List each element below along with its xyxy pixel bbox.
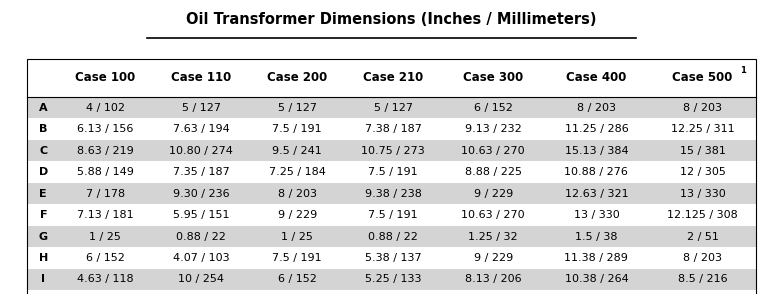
Text: 13 / 330: 13 / 330 bbox=[574, 210, 619, 220]
Text: 8.13 / 206: 8.13 / 206 bbox=[465, 274, 522, 285]
Text: 10.63 / 270: 10.63 / 270 bbox=[461, 210, 525, 220]
Text: 12.25 / 311: 12.25 / 311 bbox=[670, 124, 735, 134]
Bar bbox=[27, 118, 756, 140]
Text: G: G bbox=[39, 231, 48, 242]
Text: 1: 1 bbox=[740, 66, 746, 75]
Text: H: H bbox=[39, 253, 48, 263]
Text: 6 / 152: 6 / 152 bbox=[86, 253, 125, 263]
Text: 10.80 / 274: 10.80 / 274 bbox=[169, 146, 233, 156]
Text: 8.63 / 219: 8.63 / 219 bbox=[77, 146, 133, 156]
Text: Case 100: Case 100 bbox=[75, 71, 136, 84]
Text: 4.07 / 103: 4.07 / 103 bbox=[173, 253, 229, 263]
Text: 4 / 102: 4 / 102 bbox=[86, 103, 125, 113]
Text: 1.25 / 32: 1.25 / 32 bbox=[468, 231, 518, 242]
Text: 2 / 51: 2 / 51 bbox=[687, 231, 718, 242]
Text: 8 / 203: 8 / 203 bbox=[277, 188, 317, 199]
Text: 7.5 / 191: 7.5 / 191 bbox=[368, 210, 418, 220]
Text: 5.38 / 137: 5.38 / 137 bbox=[365, 253, 422, 263]
Text: 9.38 / 238: 9.38 / 238 bbox=[364, 188, 422, 199]
Bar bbox=[27, 183, 756, 204]
Bar bbox=[27, 290, 756, 294]
Text: Case 400: Case 400 bbox=[567, 71, 627, 84]
Text: F: F bbox=[40, 210, 47, 220]
Text: Case 210: Case 210 bbox=[363, 71, 423, 84]
Text: 6.13 / 156: 6.13 / 156 bbox=[77, 124, 133, 134]
Text: 5 / 127: 5 / 127 bbox=[374, 103, 412, 113]
Text: 12.125 / 308: 12.125 / 308 bbox=[667, 210, 738, 220]
Text: 4.63 / 118: 4.63 / 118 bbox=[77, 274, 133, 285]
Text: E: E bbox=[40, 188, 47, 199]
Bar bbox=[27, 97, 756, 118]
Text: Case 500: Case 500 bbox=[673, 71, 732, 84]
Bar bbox=[27, 247, 756, 269]
Text: 15 / 381: 15 / 381 bbox=[680, 146, 725, 156]
Text: 8.5 / 216: 8.5 / 216 bbox=[678, 274, 728, 285]
Text: 11.38 / 289: 11.38 / 289 bbox=[564, 253, 629, 263]
Text: A: A bbox=[39, 103, 47, 113]
Text: Case 110: Case 110 bbox=[171, 71, 231, 84]
Text: Case 300: Case 300 bbox=[463, 71, 523, 84]
Text: B: B bbox=[39, 124, 47, 134]
Text: 7 / 178: 7 / 178 bbox=[86, 188, 125, 199]
Bar bbox=[27, 204, 756, 226]
Text: 13 / 330: 13 / 330 bbox=[680, 188, 725, 199]
Text: 0.88 / 22: 0.88 / 22 bbox=[176, 231, 226, 242]
Bar bbox=[27, 226, 756, 247]
Text: 7.63 / 194: 7.63 / 194 bbox=[173, 124, 229, 134]
Text: 9 / 229: 9 / 229 bbox=[474, 253, 513, 263]
Text: 6 / 152: 6 / 152 bbox=[277, 274, 316, 285]
Bar bbox=[27, 140, 756, 161]
Text: Oil Transformer Dimensions (Inches / Millimeters): Oil Transformer Dimensions (Inches / Mil… bbox=[186, 12, 597, 27]
Text: 5.88 / 149: 5.88 / 149 bbox=[77, 167, 133, 177]
Text: 9 / 229: 9 / 229 bbox=[474, 188, 513, 199]
Bar bbox=[27, 269, 756, 290]
Text: 8.88 / 225: 8.88 / 225 bbox=[465, 167, 522, 177]
Text: 12.63 / 321: 12.63 / 321 bbox=[565, 188, 629, 199]
Text: 10 / 254: 10 / 254 bbox=[178, 274, 224, 285]
Text: 8 / 203: 8 / 203 bbox=[577, 103, 616, 113]
Text: 9.5 / 241: 9.5 / 241 bbox=[272, 146, 322, 156]
Text: 12 / 305: 12 / 305 bbox=[680, 167, 725, 177]
Text: 7.5 / 191: 7.5 / 191 bbox=[272, 253, 322, 263]
Text: 8 / 203: 8 / 203 bbox=[683, 253, 722, 263]
Text: 7.5 / 191: 7.5 / 191 bbox=[368, 167, 418, 177]
Text: 10.38 / 264: 10.38 / 264 bbox=[564, 274, 629, 285]
Text: C: C bbox=[40, 146, 47, 156]
Text: 0.88 / 22: 0.88 / 22 bbox=[368, 231, 418, 242]
Text: 5.25 / 133: 5.25 / 133 bbox=[365, 274, 422, 285]
Text: 5.95 / 151: 5.95 / 151 bbox=[173, 210, 229, 220]
Text: 1 / 25: 1 / 25 bbox=[89, 231, 121, 242]
Text: 1 / 25: 1 / 25 bbox=[281, 231, 313, 242]
Text: Case 200: Case 200 bbox=[267, 71, 327, 84]
Text: 10.88 / 276: 10.88 / 276 bbox=[564, 167, 629, 177]
Text: 1.5 / 38: 1.5 / 38 bbox=[575, 231, 618, 242]
Text: 9 / 229: 9 / 229 bbox=[277, 210, 317, 220]
Text: 5 / 127: 5 / 127 bbox=[277, 103, 317, 113]
Text: 9.30 / 236: 9.30 / 236 bbox=[173, 188, 229, 199]
Bar bbox=[27, 161, 756, 183]
Text: 5 / 127: 5 / 127 bbox=[181, 103, 221, 113]
Text: 7.25 / 184: 7.25 / 184 bbox=[269, 167, 325, 177]
Text: 10.75 / 273: 10.75 / 273 bbox=[361, 146, 425, 156]
Text: 8 / 203: 8 / 203 bbox=[683, 103, 722, 113]
Text: D: D bbox=[39, 167, 48, 177]
Text: 7.13 / 181: 7.13 / 181 bbox=[77, 210, 133, 220]
Text: 11.25 / 286: 11.25 / 286 bbox=[564, 124, 629, 134]
Text: 9.13 / 232: 9.13 / 232 bbox=[465, 124, 522, 134]
Text: 7.38 / 187: 7.38 / 187 bbox=[364, 124, 422, 134]
Text: 7.5 / 191: 7.5 / 191 bbox=[272, 124, 322, 134]
Text: 10.63 / 270: 10.63 / 270 bbox=[461, 146, 525, 156]
Text: I: I bbox=[41, 274, 45, 285]
Text: 7.35 / 187: 7.35 / 187 bbox=[173, 167, 229, 177]
Text: 15.13 / 384: 15.13 / 384 bbox=[565, 146, 629, 156]
Text: 6 / 152: 6 / 152 bbox=[474, 103, 513, 113]
